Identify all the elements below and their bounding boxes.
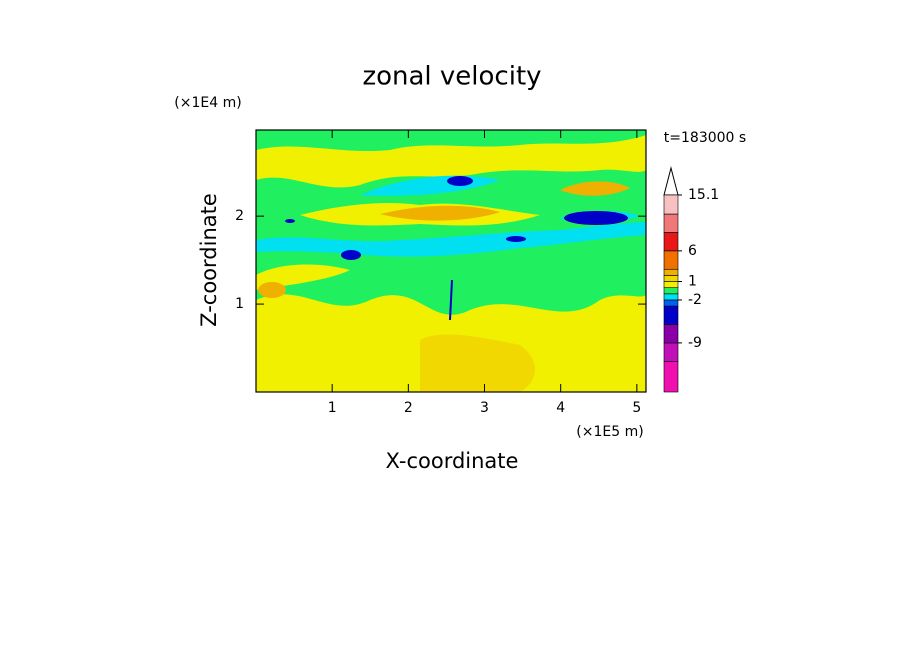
- colorbar-band: [663, 194, 679, 215]
- y-tick-label: 1: [235, 296, 244, 312]
- colorbar-band: [663, 299, 679, 307]
- colorbar-band: [663, 293, 679, 301]
- colorbar-tick-label: 6: [688, 243, 697, 259]
- colorbar-band: [663, 268, 679, 276]
- colorbar-band: [663, 213, 679, 233]
- y-tick-label: 2: [235, 208, 244, 224]
- x-tick-label: 3: [480, 400, 489, 416]
- contour-region: [380, 205, 500, 221]
- contour-region: [506, 236, 526, 242]
- x-tick-label: 1: [328, 400, 337, 416]
- y-axis-label: Z-coordinate: [197, 193, 221, 327]
- contour-region: [420, 334, 535, 392]
- contour-region: [256, 135, 646, 188]
- contour-region: [285, 219, 295, 223]
- colorbar-extension: [663, 166, 679, 196]
- chart-title: zonal velocity: [362, 62, 541, 92]
- colorbar-band: [663, 361, 679, 393]
- x-unit: (×1E5 m): [576, 424, 643, 440]
- x-tick-label: 2: [404, 400, 413, 416]
- x-tick-label: 4: [556, 400, 565, 416]
- colorbar-tick-label: 1: [688, 274, 697, 290]
- colorbar-band: [663, 250, 679, 270]
- contour-region: [449, 279, 453, 321]
- contour-region: [560, 181, 630, 196]
- colorbar-band: [663, 287, 679, 295]
- colorbar-tick-label: 15.1: [688, 187, 719, 203]
- contour-region: [258, 282, 286, 298]
- time-annotation: t=183000 s: [664, 130, 746, 146]
- contour-region: [341, 250, 361, 260]
- plot-frame: [255, 129, 647, 393]
- y-unit: (×1E4 m): [174, 95, 241, 111]
- colorbar-band: [663, 305, 679, 325]
- contour-region: [256, 222, 646, 257]
- colorbar-tick-label: -9: [688, 335, 702, 351]
- colorbar-band: [663, 232, 679, 252]
- contour-region: [447, 176, 473, 186]
- colorbar-band: [663, 275, 679, 282]
- x-tick-label: 5: [632, 400, 641, 416]
- contour-field: [256, 130, 646, 392]
- x-axis-label: X-coordinate: [386, 449, 519, 473]
- colorbar-band: [663, 324, 679, 344]
- colorbar-band: [663, 281, 679, 288]
- colorbar-tick-label: -2: [688, 292, 702, 308]
- contour-region: [564, 211, 628, 225]
- colorbar-band: [663, 342, 679, 362]
